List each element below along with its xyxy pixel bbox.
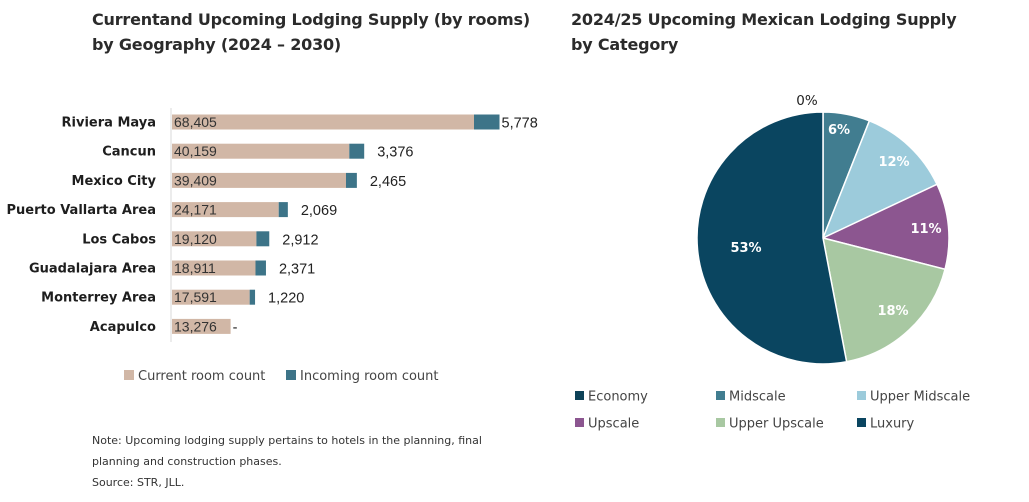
legend-swatch-luxury — [857, 418, 866, 427]
bar-current-room-count — [172, 318, 231, 334]
category-label: Monterrey Area — [41, 291, 156, 306]
legend-swatch-midscale — [716, 391, 725, 400]
category-label: Mexico City — [72, 174, 157, 189]
pie-label-luxury: 53% — [730, 241, 761, 256]
category-label: Cancun — [102, 145, 156, 160]
category-label: Acapulco — [90, 320, 156, 335]
bar-current-room-count — [172, 202, 279, 218]
bar-current-room-count — [172, 172, 346, 188]
data-label-incoming: 2,912 — [282, 232, 318, 248]
legend-swatch-current — [124, 370, 134, 380]
legend-swatch-upper-upscale — [716, 418, 725, 427]
pie-chart-title-line1: 2024/25 Upcoming Mexican Lodging Supply — [571, 10, 957, 29]
data-label-incoming: - — [233, 320, 238, 336]
bar-current-room-count — [172, 143, 350, 159]
bar-current-room-count — [172, 114, 474, 130]
category-label: Guadalajara Area — [29, 262, 156, 277]
data-label-current: 19,120 — [174, 231, 217, 247]
legend-label-luxury: Luxury — [870, 417, 915, 432]
data-label-current: 24,171 — [174, 202, 217, 218]
category-label: Riviera Maya — [62, 116, 156, 131]
data-label-current: 68,405 — [174, 114, 217, 130]
legend-swatch-economy — [575, 391, 584, 400]
data-label-current: 40,159 — [174, 143, 217, 159]
footnote: Note: Upcoming lodging supply pertains t… — [92, 430, 512, 493]
data-label-incoming: 2,465 — [370, 174, 406, 190]
bar-chart-title-line1: Currentand Upcoming Lodging Supply (by r… — [92, 10, 530, 29]
legend-label-upper-midscale: Upper Midscale — [870, 390, 970, 405]
pie-chart-title-line2: by Category — [571, 35, 679, 54]
data-label-incoming: 2,069 — [301, 203, 337, 219]
pie-label-midscale: 6% — [828, 123, 850, 138]
bar-incoming-room-count — [256, 231, 270, 247]
bar-incoming-room-count — [474, 114, 500, 130]
data-label-incoming: 2,371 — [279, 262, 315, 278]
legend-label-economy: Economy — [588, 390, 648, 405]
bar-incoming-room-count — [278, 202, 288, 218]
legend-label-midscale: Midscale — [729, 390, 786, 405]
pie-label-upper-midscale: 12% — [878, 155, 909, 170]
data-label-incoming: 1,220 — [268, 291, 304, 307]
footnote-line1: Note: Upcoming lodging supply pertains t… — [92, 434, 482, 447]
bar-current-room-count — [172, 231, 257, 247]
bar-chart-title: Currentand Upcoming Lodging Supply (by r… — [92, 7, 532, 57]
pie-slice-luxury — [696, 111, 848, 365]
bar-current-room-count — [172, 289, 250, 305]
pie-label-economy: 0% — [796, 93, 818, 109]
footnote-line2: planning and construction phases. — [92, 455, 282, 468]
legend-label-upscale: Upscale — [588, 417, 639, 432]
bar-incoming-room-count — [249, 289, 256, 305]
pie-chart: 0% 6% 12% 11% 18% 53% Economy Midscale Upper Mid… — [575, 93, 970, 432]
legend-swatch-incoming — [286, 370, 296, 380]
pie-label-upscale: 11% — [910, 222, 941, 237]
data-label-current: 13,276 — [174, 318, 217, 334]
legend-swatch-upper-midscale — [857, 391, 866, 400]
pie-slice-upscale — [820, 183, 950, 271]
legend-label-current: Current room count — [138, 369, 265, 384]
legend-label-upper-upscale: Upper Upscale — [729, 417, 824, 432]
pie-slice-upper-midscale — [821, 119, 939, 240]
category-label: Los Cabos — [82, 232, 156, 247]
data-label-incoming: 5,778 — [502, 116, 538, 132]
pie-label-upper-upscale: 18% — [877, 304, 908, 319]
bar-chart: Riviera Maya 68,405 5,778 Cancun 40,159 3,376… — [7, 108, 538, 384]
legend-swatch-upscale — [575, 418, 584, 427]
footnote-source: Source: STR, JLL. — [92, 476, 185, 489]
bar-incoming-room-count — [345, 172, 357, 188]
bar-chart-title-line2: by Geography (2024 – 2030) — [92, 35, 342, 54]
data-label-incoming: 3,376 — [377, 145, 413, 161]
legend-label-incoming: Incoming room count — [300, 369, 439, 384]
bar-incoming-room-count — [255, 260, 266, 276]
pie-chart-title: 2024/25 Upcoming Mexican Lodging Supply … — [571, 7, 1011, 57]
data-label-current: 17,591 — [174, 289, 217, 305]
bar-current-room-count — [172, 260, 256, 276]
pie-slice-upper-upscale — [822, 236, 946, 363]
category-label: Puerto Vallarta Area — [7, 203, 156, 218]
data-label-current: 39,409 — [174, 172, 217, 188]
data-label-current: 18,911 — [174, 260, 216, 276]
bar-incoming-room-count — [349, 143, 365, 159]
